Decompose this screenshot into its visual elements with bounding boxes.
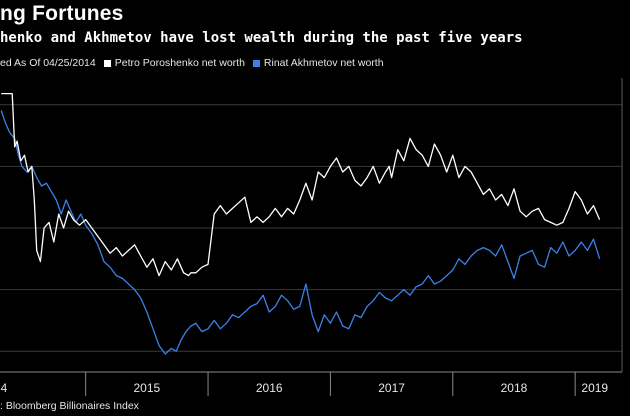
x-axis: 4 2015 2016 2017 2018 2019 — [0, 371, 622, 396]
gridlines — [0, 78, 623, 372]
chart-subtitle: henko and Akhmetov have lost wealth duri… — [0, 30, 523, 46]
series-line-poroshenko — [1, 92, 601, 277]
legend-swatch-blue — [252, 59, 260, 67]
series-line-akhmetov — [0, 110, 601, 355]
x-tick-label-4: 2018 — [501, 381, 528, 395]
x-tick-label-1: 2015 — [133, 381, 160, 395]
source-note: : Bloomberg Billionaires Index — [0, 400, 139, 412]
series-lines — [0, 92, 601, 355]
legend-label-akhmetov: Rinat Akhmetov net worth — [263, 57, 384, 69]
legend-swatch-white — [103, 59, 111, 67]
legend-entry-akhmetov: Rinat Akhmetov net worth — [252, 57, 384, 69]
legend-entry-poroshenko: Petro Poroshenko net worth — [103, 57, 245, 69]
x-tick-label-5: 2019 — [581, 381, 608, 395]
source-prefix: : — [0, 400, 3, 412]
source-text: Bloomberg Billionaires Index — [5, 400, 139, 412]
legend-prefix: ed As Of 04/25/2014 — [0, 57, 96, 69]
chart-title: ng Fortunes — [0, 2, 124, 25]
x-tick-label-0: 4 — [1, 381, 8, 395]
legend-label-poroshenko: Petro Poroshenko net worth — [114, 57, 245, 69]
chart-legend: ed As Of 04/25/2014 Petro Poroshenko net… — [0, 57, 392, 69]
x-tick-label-2: 2016 — [256, 381, 283, 395]
x-tick-label-3: 2017 — [378, 381, 405, 395]
